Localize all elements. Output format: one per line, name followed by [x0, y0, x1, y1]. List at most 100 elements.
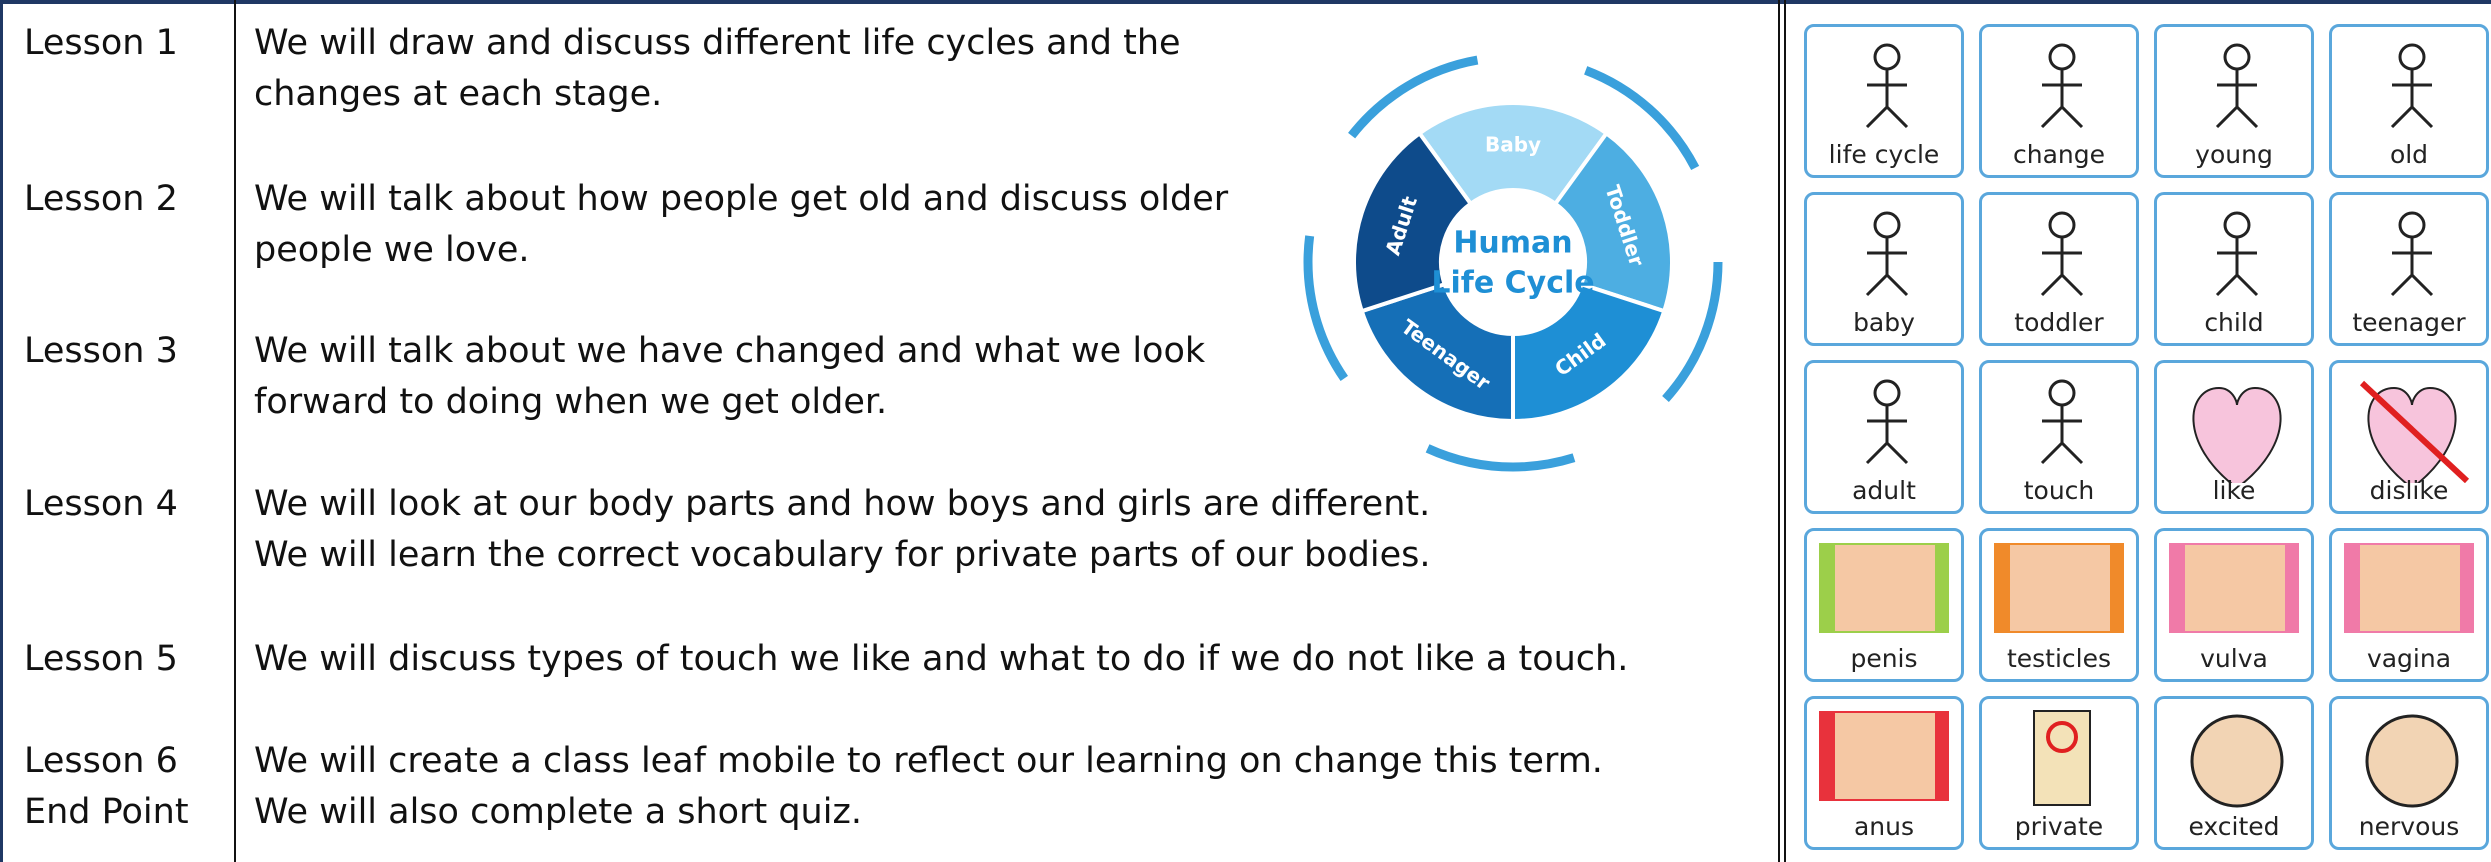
- lesson-label: Lesson 1: [24, 23, 178, 63]
- lesson-text: We will talk about how people get old an…: [254, 179, 1229, 219]
- symbol-icon: [2040, 43, 2084, 129]
- symbol-card: vagina: [2329, 528, 2489, 682]
- icon-part: [2215, 237, 2259, 297]
- symbol-label: private: [2014, 812, 2104, 841]
- symbol-label: testicles: [2006, 644, 2112, 673]
- symbol-card: toddler: [1979, 192, 2139, 346]
- center: [1443, 192, 1583, 332]
- stage-label: Baby: [1485, 133, 1541, 157]
- stage-segment: [1416, 101, 1610, 207]
- symbol-label: like: [2212, 476, 2256, 505]
- icon-part: [1865, 237, 1909, 297]
- symbol-card: penis: [1804, 528, 1964, 682]
- top-border: [0, 0, 2491, 4]
- symbol-label: anus: [1853, 812, 1915, 841]
- symbol-card: vulva: [2154, 528, 2314, 682]
- stage-segment: [1352, 130, 1474, 314]
- symbol-icon: [1865, 379, 1909, 465]
- icon-part: [1873, 43, 1901, 71]
- icon-part: [2359, 380, 2470, 483]
- symbol-icon: [1994, 543, 2124, 633]
- icon-part: [2223, 211, 2251, 239]
- symbol-icon: [2390, 43, 2434, 129]
- symbol-label: old: [2389, 140, 2429, 169]
- stage-segment: [1359, 281, 1515, 424]
- symbol-icon: [1865, 211, 1909, 297]
- symbol-label: dislike: [2369, 476, 2449, 505]
- icon-part: [2192, 386, 2282, 483]
- icon-part: [2040, 237, 2084, 297]
- icon-part: [1865, 405, 1909, 465]
- symbol-icon: [2040, 379, 2084, 465]
- icon-part: [1835, 545, 1935, 631]
- left-border: [0, 0, 3, 862]
- lesson-text: We will talk about we have changed and w…: [254, 331, 1206, 371]
- symbol-icon: [2365, 714, 2459, 808]
- symbol-icon: [2033, 710, 2091, 806]
- lesson-label: Lesson 5: [24, 639, 178, 679]
- symbol-label: penis: [1850, 644, 1918, 673]
- symbol-card: old: [2329, 24, 2489, 178]
- icon-part: [2048, 379, 2076, 407]
- panel-divider: [1784, 0, 1786, 862]
- symbol-card: young: [2154, 24, 2314, 178]
- icon-part: [2398, 43, 2426, 71]
- lesson-text: people we love.: [254, 230, 530, 270]
- symbol-card: nervous: [2329, 696, 2489, 850]
- icon-part: [2190, 714, 2284, 808]
- icon-part: [2215, 69, 2259, 129]
- icon-part: [2048, 43, 2076, 71]
- symbol-icon: [2215, 211, 2259, 297]
- lesson-text: We will look at our body parts and how b…: [254, 484, 1431, 524]
- symbol-label: teenager: [2352, 308, 2466, 337]
- symbol-card: dislike: [2329, 360, 2489, 514]
- symbol-label: life cycle: [1828, 140, 1940, 169]
- stage-segment: [1552, 130, 1674, 314]
- symbol-card: baby: [1804, 192, 1964, 346]
- symbol-label: touch: [2023, 476, 2095, 505]
- icon-part: [2033, 710, 2091, 806]
- symbol-icon: [1819, 711, 1949, 801]
- symbol-label: nervous: [2358, 812, 2460, 841]
- symbol-card: life cycle: [1804, 24, 1964, 178]
- symbol-label: young: [2195, 140, 2273, 169]
- symbol-card: testicles: [1979, 528, 2139, 682]
- icon-part: [1835, 713, 1935, 799]
- symbol-icon: [2192, 386, 2282, 483]
- lesson-text: We will also complete a short quiz.: [254, 792, 862, 832]
- icon-part: [1873, 211, 1901, 239]
- column-divider: [234, 0, 236, 862]
- symbol-card: private: [1979, 696, 2139, 850]
- icon-part: [2048, 211, 2076, 239]
- symbol-card: teenager: [2329, 192, 2489, 346]
- lesson-label: Lesson 6: [24, 741, 178, 781]
- arrow-ring: [1303, 52, 1723, 472]
- lesson-label: Lesson 4: [24, 484, 178, 524]
- symbol-icon: [2215, 43, 2259, 129]
- icon-part: [2040, 405, 2084, 465]
- icon-part: [1873, 379, 1901, 407]
- lesson-text: We will create a class leaf mobile to re…: [254, 741, 1603, 781]
- icon-part: [1865, 69, 1909, 129]
- lesson-text: changes at each stage.: [254, 74, 663, 114]
- symbol-card: child: [2154, 192, 2314, 346]
- stage-segment: [1511, 281, 1667, 424]
- symbol-label: toddler: [2014, 308, 2104, 337]
- symbol-icon: [2169, 543, 2299, 633]
- icon-part: [2360, 545, 2460, 631]
- icon-part: [2390, 69, 2434, 129]
- symbol-icon: [2040, 211, 2084, 297]
- symbol-card: anus: [1804, 696, 1964, 850]
- symbol-icon: [1819, 543, 1949, 633]
- lesson-label: End Point: [24, 792, 189, 832]
- symbol-label: vagina: [2366, 644, 2452, 673]
- icon-part: [2223, 43, 2251, 71]
- symbol-icon: [2344, 543, 2474, 633]
- symbol-card: adult: [1804, 360, 1964, 514]
- icon-part: [2390, 237, 2434, 297]
- icon-part: [2040, 69, 2084, 129]
- symbol-label: baby: [1853, 308, 1915, 337]
- lesson-label: Lesson 3: [24, 331, 178, 371]
